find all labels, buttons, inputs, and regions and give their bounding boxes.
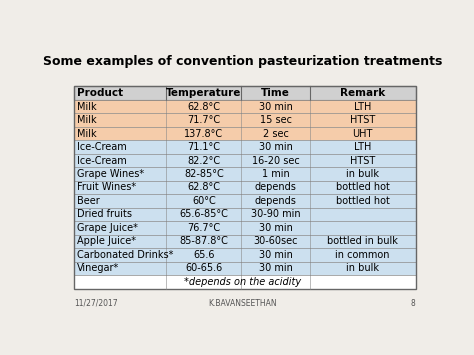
Text: 76.7°C: 76.7°C	[187, 223, 220, 233]
Text: 62.8°C: 62.8°C	[187, 102, 220, 111]
Text: Vinegar*: Vinegar*	[77, 263, 119, 273]
Text: depends: depends	[255, 196, 296, 206]
Text: Grape Juice*: Grape Juice*	[77, 223, 138, 233]
Text: 30 min: 30 min	[259, 102, 292, 111]
Bar	[74, 100, 416, 113]
Text: 85-87.8°C: 85-87.8°C	[179, 236, 228, 246]
Text: 137.8°C: 137.8°C	[184, 129, 223, 138]
Text: in bulk: in bulk	[346, 263, 379, 273]
Text: 11/27/2017: 11/27/2017	[74, 299, 118, 308]
Bar	[74, 208, 416, 221]
Text: Beer: Beer	[77, 196, 100, 206]
Bar	[74, 221, 416, 235]
Text: LTH: LTH	[354, 102, 371, 111]
Text: Apple Juice*: Apple Juice*	[77, 236, 136, 246]
Text: HTST: HTST	[350, 115, 375, 125]
Text: Time: Time	[261, 88, 290, 98]
Text: Grape Wines*: Grape Wines*	[77, 169, 144, 179]
Text: LTH: LTH	[354, 142, 371, 152]
Text: K.BAVANSEETHAN: K.BAVANSEETHAN	[209, 299, 277, 308]
Text: in common: in common	[336, 250, 390, 260]
Text: 82-85°C: 82-85°C	[184, 169, 224, 179]
Text: 60-65.6: 60-65.6	[185, 263, 222, 273]
Text: Carbonated Drinks*: Carbonated Drinks*	[77, 250, 173, 260]
Text: 8: 8	[411, 299, 416, 308]
Text: 62.8°C: 62.8°C	[187, 182, 220, 192]
Text: 16-20 sec: 16-20 sec	[252, 155, 300, 165]
Bar	[74, 181, 416, 194]
Text: Milk: Milk	[77, 129, 97, 138]
Text: 30 min: 30 min	[259, 142, 292, 152]
Text: 1 min: 1 min	[262, 169, 290, 179]
Bar	[74, 167, 416, 181]
Text: bottled hot: bottled hot	[336, 196, 390, 206]
Text: Ice-Cream: Ice-Cream	[77, 142, 127, 152]
Text: 71.1°C: 71.1°C	[187, 142, 220, 152]
Text: Ice-Cream: Ice-Cream	[77, 155, 127, 165]
Text: Temperature: Temperature	[166, 88, 241, 98]
Text: Milk: Milk	[77, 102, 97, 111]
Text: bottled in bulk: bottled in bulk	[327, 236, 398, 246]
Text: in bulk: in bulk	[346, 169, 379, 179]
Text: Remark: Remark	[340, 88, 385, 98]
Text: 30 min: 30 min	[259, 223, 292, 233]
Bar	[74, 235, 416, 248]
Text: UHT: UHT	[353, 129, 373, 138]
Text: 30 min: 30 min	[259, 263, 292, 273]
Bar	[74, 127, 416, 140]
Text: Fruit Wines*: Fruit Wines*	[77, 182, 136, 192]
Text: 15 sec: 15 sec	[259, 115, 292, 125]
Text: 30-60sec: 30-60sec	[253, 236, 298, 246]
Text: Some examples of convention pasteurization treatments: Some examples of convention pasteurizati…	[43, 55, 443, 68]
Bar	[74, 113, 416, 127]
Text: Product: Product	[77, 88, 123, 98]
Text: 82.2°C: 82.2°C	[187, 155, 220, 165]
Text: 30 min: 30 min	[259, 250, 292, 260]
Text: Milk: Milk	[77, 115, 97, 125]
Bar	[74, 194, 416, 208]
Bar	[74, 248, 416, 262]
Text: *depends on the acidity: *depends on the acidity	[184, 277, 301, 287]
Bar	[74, 275, 416, 289]
Text: depends: depends	[255, 182, 296, 192]
Text: 65.6-85°C: 65.6-85°C	[179, 209, 228, 219]
Text: 60°C: 60°C	[192, 196, 216, 206]
Text: bottled hot: bottled hot	[336, 182, 390, 192]
Text: Dried fruits: Dried fruits	[77, 209, 132, 219]
Text: 65.6: 65.6	[193, 250, 215, 260]
Bar	[74, 86, 416, 100]
Text: HTST: HTST	[350, 155, 375, 165]
Bar	[74, 140, 416, 154]
Text: 71.7°C: 71.7°C	[187, 115, 220, 125]
Text: 2 sec: 2 sec	[263, 129, 289, 138]
Bar	[74, 154, 416, 167]
Text: 30-90 min: 30-90 min	[251, 209, 301, 219]
Bar	[74, 86, 416, 289]
Bar	[74, 262, 416, 275]
